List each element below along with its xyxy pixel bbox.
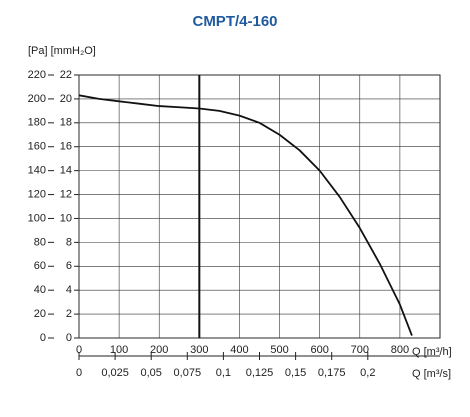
y-tick-label: 100 (28, 212, 46, 224)
x2-tick-label: 0,075 (174, 367, 202, 379)
y-tick-label: 220 (28, 69, 46, 81)
y2-tick-label: 8 (66, 236, 72, 248)
y-tick-label: 0 (40, 332, 46, 344)
x2-tick-label: 0,05 (140, 367, 161, 379)
y2-tick-label: 16 (60, 141, 72, 153)
y2-tick-label: 0 (66, 332, 72, 344)
y2-tick-label: 4 (66, 284, 72, 296)
y2-tick-label: 20 (60, 93, 72, 105)
y-tick-label: 200 (28, 93, 46, 105)
plot-frame (78, 74, 441, 339)
x-tick-label: 700 (351, 344, 369, 356)
y2-tick-label: 10 (60, 212, 72, 224)
y-axis-label: [Pa] [mmH₂O] (28, 45, 96, 57)
x2-tick-label: 0,1 (216, 367, 231, 379)
y2-tick-label: 2 (66, 308, 72, 320)
x-axis-label: Q [m³/h] (412, 346, 452, 358)
x-tick-label: 100 (110, 344, 128, 356)
y-tick-label: 60 (34, 260, 46, 272)
x-tick-label: 500 (270, 344, 288, 356)
x2-tick-label: 0,125 (246, 367, 274, 379)
y2-tick-label: 18 (60, 117, 72, 129)
y-tick-label: 80 (34, 236, 46, 248)
y-tick-label: 120 (28, 188, 46, 200)
y-tick-label: 40 (34, 284, 46, 296)
x-tick-label: 800 (391, 344, 409, 356)
y-tick-label: 180 (28, 117, 46, 129)
x2-tick-label: 0,175 (318, 367, 346, 379)
x2-tick-label: 0 (76, 367, 82, 379)
x-tick-label: 600 (310, 344, 328, 356)
x2-tick-label: 0,025 (101, 367, 129, 379)
y-tick-label: 160 (28, 141, 46, 153)
y2-tick-label: 14 (60, 165, 72, 177)
chart-title: CMPT/4-160 (192, 13, 277, 30)
x-tick-label: 400 (230, 344, 248, 356)
x-tick-label: 300 (190, 344, 208, 356)
x-tick-label: 0 (76, 344, 82, 356)
y2-tick-label: 12 (60, 188, 72, 200)
y2-tick-label: 22 (60, 69, 72, 81)
x-tick-label: 200 (150, 344, 168, 356)
curve (78, 94, 413, 336)
x2-axis-label: Q [m³/s] (412, 368, 451, 380)
y-tick-label: 140 (28, 165, 46, 177)
x2-tick-label: 0,2 (360, 367, 375, 379)
x2-tick-label: 0,15 (285, 367, 306, 379)
y-tick-label: 20 (34, 308, 46, 320)
y2-tick-label: 6 (66, 260, 72, 272)
